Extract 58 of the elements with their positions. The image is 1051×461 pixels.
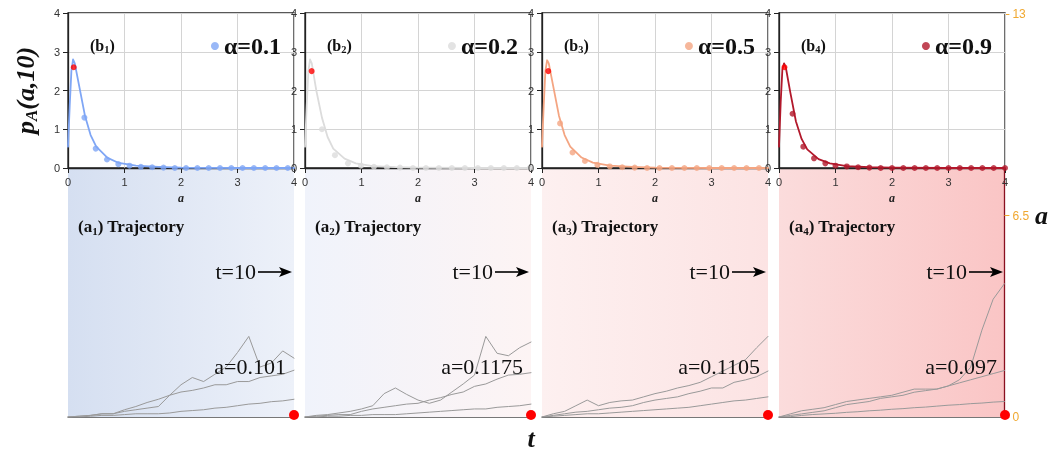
x-tick-label: 3 (471, 175, 478, 188)
x-tick-label: 2 (414, 175, 422, 188)
x-axis-title: a (889, 190, 895, 205)
x-axis-title: t (527, 423, 536, 453)
y-tick-label: 0 (527, 162, 534, 174)
y-tick-label: 6.5 (1012, 208, 1030, 223)
y-tick-label: 4 (290, 7, 297, 19)
y-tick-label: 4 (764, 7, 771, 19)
y-tick-label: 1 (527, 123, 534, 136)
y-tick-label: 2 (290, 84, 297, 97)
x-tick-label: 1 (595, 175, 602, 188)
text: t=10 (452, 259, 493, 285)
x-tick-label: 3 (708, 175, 715, 188)
text: t=10 (215, 259, 256, 285)
y-axis-title: a (1035, 201, 1048, 230)
x-tick-label: 0 (301, 175, 309, 188)
y-tick-label: 2 (527, 84, 534, 97)
y-tick-label: 0 (1012, 410, 1020, 424)
legend-label: α=0.1 (223, 33, 282, 59)
x-axis-title: a (652, 190, 658, 205)
y-tick-label: 3 (290, 45, 297, 58)
legend-label: α=0.5 (697, 33, 756, 59)
annotation: a=0.097 (925, 354, 997, 380)
x-tick-label: 1 (121, 175, 128, 188)
y-tick-label: 3 (764, 45, 771, 58)
annotation: a=0.1175 (441, 354, 523, 380)
y-tick-label: 1 (290, 123, 297, 136)
x-tick-label: 0 (538, 175, 546, 188)
y-axis-title: pA(a,10) (10, 46, 41, 137)
annotation: a=0.101 (214, 354, 286, 380)
y-tick-label: 0 (764, 162, 771, 174)
y-tick-label: 1 (764, 123, 771, 136)
x-tick-label: 1 (358, 175, 365, 188)
y-tick-label: 3 (53, 45, 60, 58)
x-axis-title: a (415, 190, 421, 205)
x-tick-label: 2 (651, 175, 659, 188)
y-tick-label: 4 (527, 7, 534, 19)
y-tick-label: 1 (53, 123, 60, 136)
x-tick-label: 2 (177, 175, 185, 188)
x-tick-label: 3 (234, 175, 241, 188)
x-tick-label: 1 (832, 175, 839, 188)
legend-label: α=0.9 (934, 33, 993, 59)
y-tick-label: 2 (53, 84, 60, 97)
y-tick-label: 3 (527, 45, 534, 58)
y-tick-label: 13 (1012, 7, 1027, 21)
x-axis-title: a (178, 190, 184, 205)
x-tick-label: 0 (64, 175, 72, 188)
y-tick-label: 2 (764, 84, 771, 97)
annotation: a=0.1105 (678, 354, 760, 380)
x-tick-label: 2 (888, 175, 896, 188)
x-tick-label: 0 (775, 175, 783, 188)
y-tick-label: 0 (53, 162, 60, 174)
legend-label: α=0.2 (460, 33, 519, 59)
y-tick-label: 4 (53, 7, 60, 19)
x-tick-label: 3 (945, 175, 952, 188)
annotation: t=10 (926, 259, 967, 285)
y-tick-label: 0 (290, 162, 297, 174)
text: t=10 (689, 259, 730, 285)
